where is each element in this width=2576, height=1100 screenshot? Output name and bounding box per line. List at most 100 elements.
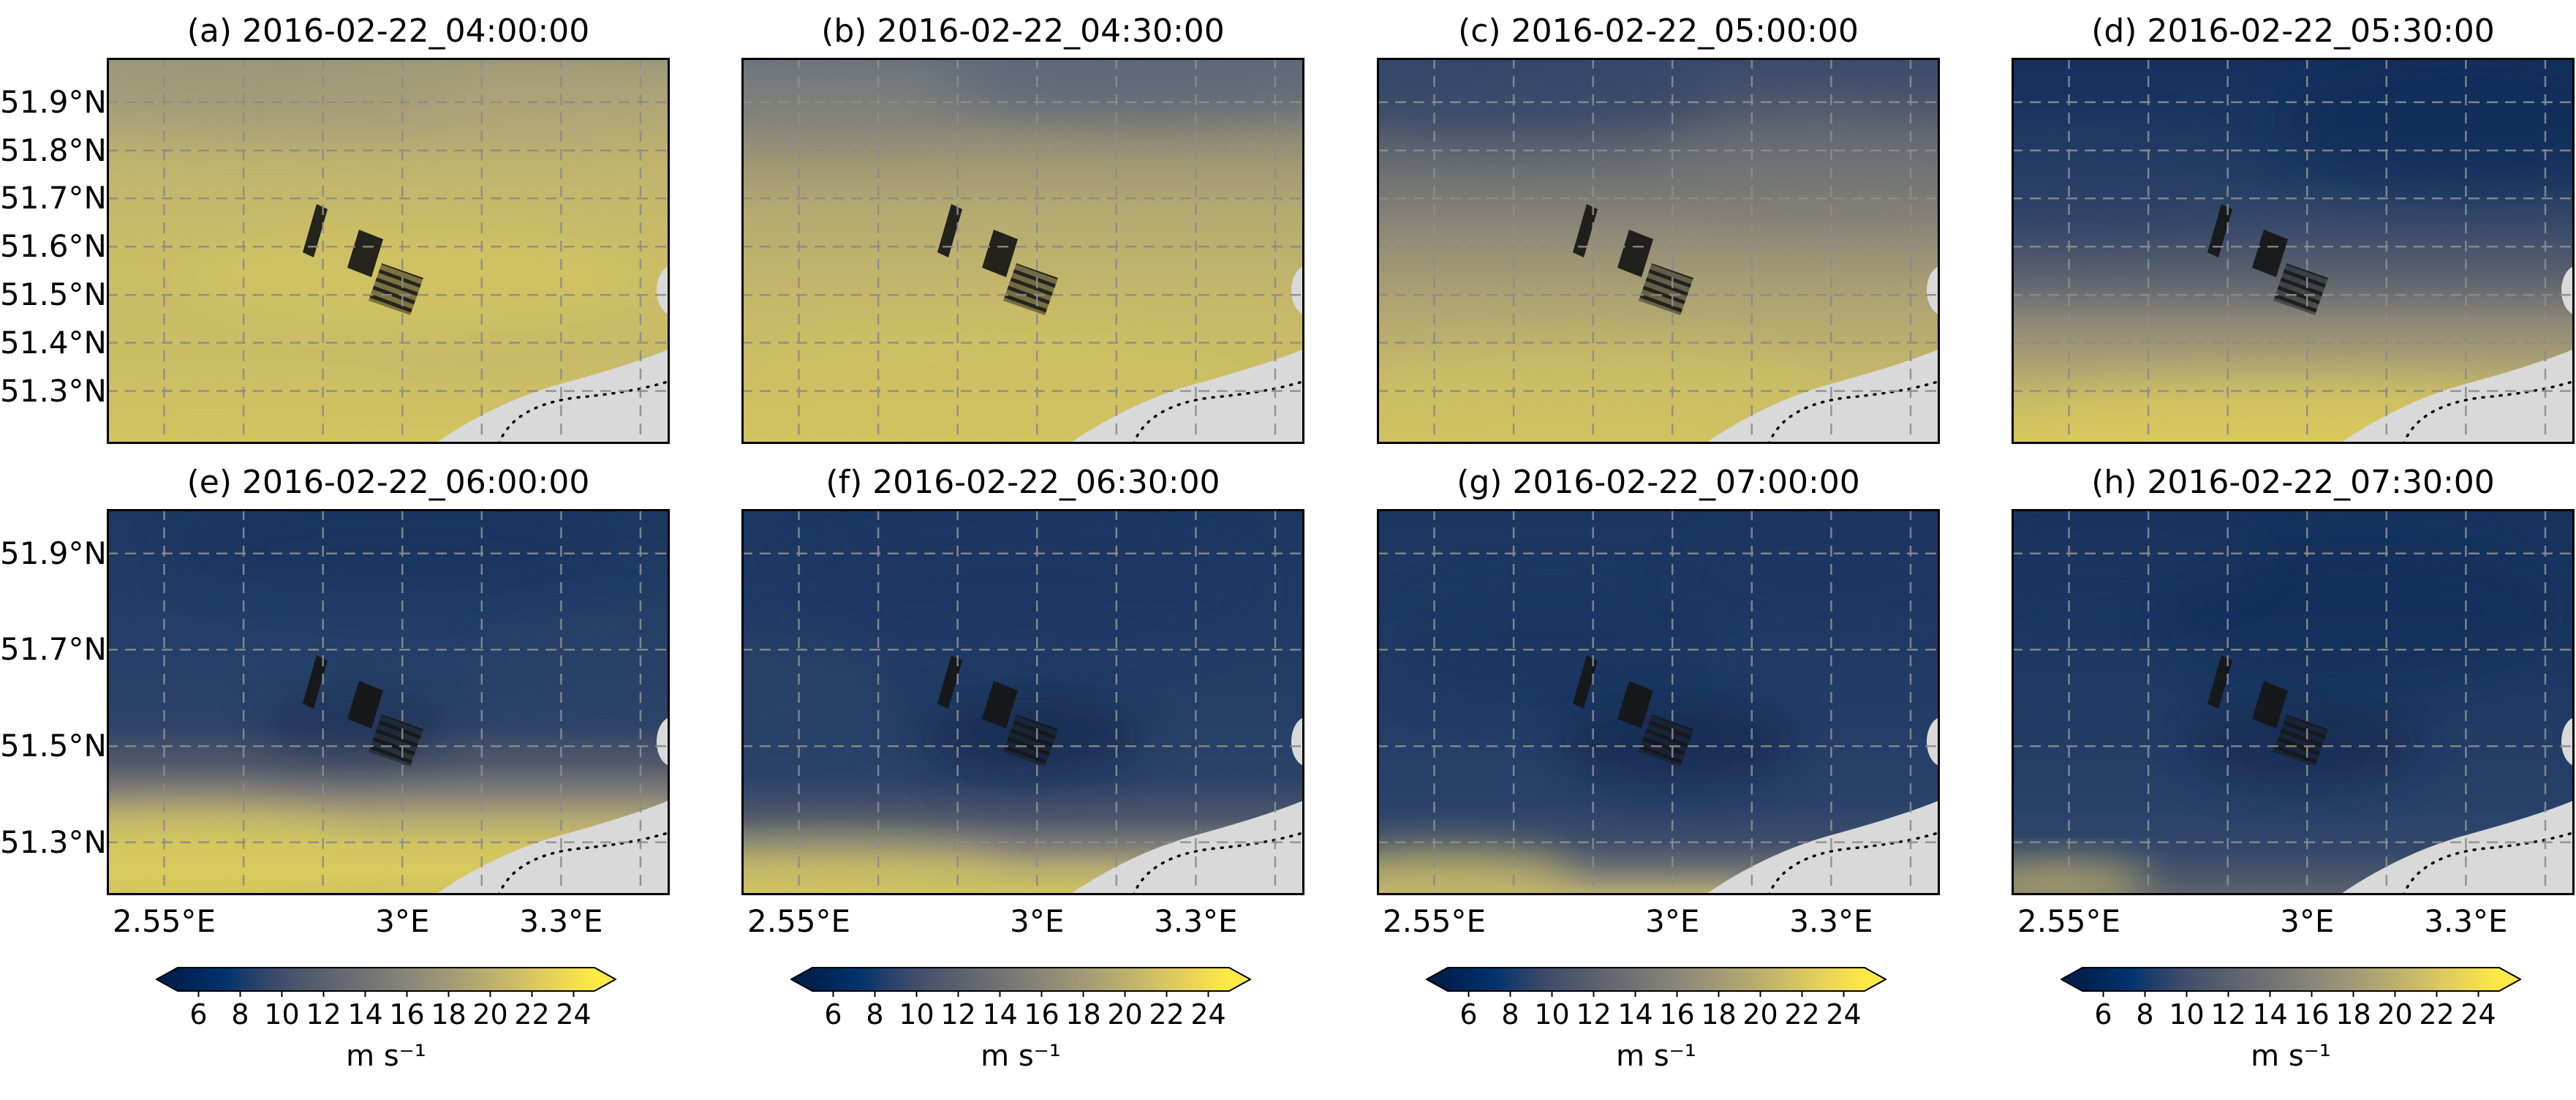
colorbar-tick-label: 24 bbox=[1190, 998, 1226, 1031]
map-panel-a bbox=[107, 58, 670, 444]
land-area bbox=[2339, 800, 2575, 895]
colorbar-tick-label: 10 bbox=[2169, 998, 2205, 1031]
wind-farm-cluster bbox=[2207, 655, 2232, 709]
colorbar-tick-label: 20 bbox=[472, 998, 508, 1031]
wind-field-patch bbox=[2158, 542, 2567, 681]
coastline bbox=[2402, 831, 2575, 895]
colorbar-tick-label: 18 bbox=[1701, 998, 1737, 1031]
island bbox=[1927, 265, 1940, 315]
colorbar-unit-label: m s⁻¹ bbox=[981, 1039, 1061, 1073]
y-tick-label: 51.3°N bbox=[0, 824, 107, 860]
colorbar-tick-label: 8 bbox=[231, 998, 249, 1031]
wind-field-patch bbox=[297, 65, 670, 138]
map-panel-h bbox=[2012, 509, 2575, 895]
colorbar-tick-label: 20 bbox=[1742, 998, 1778, 1031]
x-tick-label: 3.3°E bbox=[1154, 903, 1238, 939]
colorbar-tick-label: 22 bbox=[1784, 998, 1820, 1031]
wind-field-patch bbox=[741, 838, 1005, 895]
x-tick-label: 3.3°E bbox=[2424, 903, 2508, 939]
wind-field-patch bbox=[480, 611, 670, 699]
colorbar-gradient bbox=[1426, 967, 1886, 992]
wind-farm-cluster bbox=[303, 204, 328, 257]
colorbar-tick-label: 18 bbox=[1065, 998, 1101, 1031]
colorbar-tick-label: 16 bbox=[1024, 998, 1060, 1031]
wind-field-patch bbox=[2275, 58, 2575, 189]
wind-farm-cluster bbox=[937, 655, 962, 709]
wind-field-patch bbox=[107, 328, 399, 444]
coastline bbox=[1132, 831, 1304, 895]
colorbar-tick-label: 6 bbox=[824, 998, 842, 1031]
colorbar-tick-label: 16 bbox=[1659, 998, 1695, 1031]
map-panel-b bbox=[741, 58, 1304, 444]
panel-border bbox=[741, 509, 1304, 895]
colorbar-gradient bbox=[790, 967, 1251, 992]
y-tick-label: 51.9°N bbox=[0, 83, 107, 120]
colorbar-tick-label: 16 bbox=[2294, 998, 2330, 1031]
island bbox=[1927, 717, 1940, 766]
x-tick-label: 2.55°E bbox=[2017, 903, 2121, 939]
colorbar-gradient bbox=[156, 967, 616, 992]
wind-farm-cluster bbox=[1639, 263, 1693, 315]
x-tick-label: 3°E bbox=[1010, 903, 1065, 939]
wind-field-patch bbox=[741, 633, 888, 736]
colorbar-tick-label: 18 bbox=[2335, 998, 2371, 1031]
island bbox=[1291, 717, 1304, 766]
panel-title: (f) 2016-02-22_06:30:00 bbox=[826, 464, 1220, 501]
wind-field-patch bbox=[1391, 586, 1713, 710]
colorbar bbox=[1426, 967, 1886, 997]
wind-farm-cluster bbox=[369, 715, 423, 766]
wind-farm-cluster bbox=[982, 230, 1018, 277]
y-tick-label: 51.7°N bbox=[0, 180, 107, 216]
y-tick-label: 51.5°N bbox=[0, 276, 107, 313]
land-area bbox=[1069, 349, 1304, 444]
island bbox=[1291, 265, 1304, 315]
colorbar bbox=[2061, 967, 2521, 997]
colorbar-unit-label: m s⁻¹ bbox=[346, 1039, 426, 1073]
colorbar-tick-label: 6 bbox=[2094, 998, 2112, 1031]
panel-border bbox=[1377, 58, 1940, 444]
colorbar-tick-label: 10 bbox=[1534, 998, 1570, 1031]
colorbar-tick-label: 12 bbox=[1576, 998, 1612, 1031]
land-area bbox=[1704, 349, 1940, 444]
wind-field-patch bbox=[741, 61, 990, 142]
wind-field-patch bbox=[165, 509, 633, 593]
x-tick-label: 3°E bbox=[2280, 903, 2335, 939]
panel-title: (h) 2016-02-22_07:30:00 bbox=[2091, 464, 2495, 501]
colorbar-tick-label: 18 bbox=[431, 998, 467, 1031]
colorbar-tick-label: 24 bbox=[556, 998, 592, 1031]
colorbar-tick-label: 12 bbox=[940, 998, 976, 1031]
wind-field-patch bbox=[1655, 116, 1940, 219]
x-tick-label: 3.3°E bbox=[1789, 903, 1873, 939]
wind-field-patch bbox=[1377, 343, 1837, 444]
y-tick-label: 51.3°N bbox=[0, 372, 107, 409]
panel-title: (c) 2016-02-22_05:00:00 bbox=[1458, 12, 1859, 50]
colorbar-tick-label: 14 bbox=[347, 998, 383, 1031]
colorbar-tick-label: 24 bbox=[2460, 998, 2496, 1031]
land-area bbox=[1704, 800, 1940, 895]
wind-farm-cluster bbox=[2252, 681, 2288, 728]
y-tick-label: 51.6°N bbox=[0, 228, 107, 265]
colorbar-tick-label: 16 bbox=[389, 998, 425, 1031]
colorbar-tick-label: 24 bbox=[1826, 998, 1862, 1031]
island bbox=[657, 265, 670, 315]
colorbar-gradient bbox=[2061, 967, 2521, 992]
colorbar-tick-label: 6 bbox=[189, 998, 208, 1031]
land-area bbox=[434, 349, 670, 444]
wind-field-patch bbox=[2012, 863, 2150, 895]
colorbar-unit-label: m s⁻¹ bbox=[2251, 1039, 2331, 1073]
panel-border bbox=[2012, 509, 2575, 895]
colorbar-tick-label: 22 bbox=[514, 998, 550, 1031]
land-area bbox=[2339, 349, 2575, 444]
wind-farm-cluster bbox=[982, 681, 1018, 728]
wind-farm-cluster bbox=[1003, 715, 1058, 766]
colorbar-tick-label: 12 bbox=[306, 998, 341, 1031]
wind-field-patch bbox=[1377, 851, 1578, 895]
x-tick-label: 2.55°E bbox=[747, 903, 851, 939]
wind-farm-cluster bbox=[1617, 230, 1653, 277]
map-panel-d bbox=[2012, 58, 2575, 444]
x-tick-label: 3°E bbox=[1645, 903, 1700, 939]
y-tick-label: 51.5°N bbox=[0, 728, 107, 764]
colorbar-tick-label: 14 bbox=[982, 998, 1018, 1031]
map-panel-g bbox=[1377, 509, 1940, 895]
